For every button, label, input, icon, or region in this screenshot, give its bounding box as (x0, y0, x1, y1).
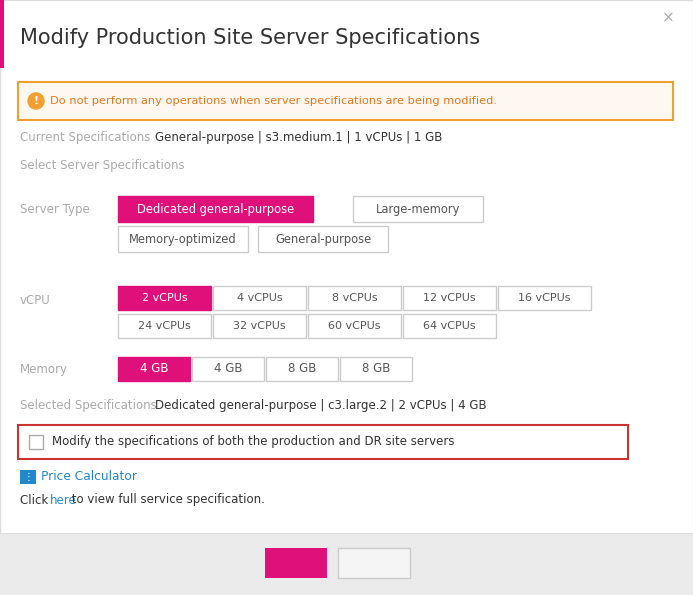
Text: to view full service specification.: to view full service specification. (68, 493, 265, 506)
Text: 4 GB: 4 GB (140, 362, 168, 375)
Text: 12 vCPUs: 12 vCPUs (423, 293, 476, 303)
Bar (118, 357, 190, 381)
Bar (0, 0, 4, 68)
Text: Current Specifications: Current Specifications (20, 131, 150, 145)
Text: Price Calculator: Price Calculator (41, 471, 137, 484)
Text: Large-memory: Large-memory (376, 202, 460, 215)
Text: OK: OK (286, 556, 306, 569)
Bar (29, 435, 43, 449)
Text: General-purpose | s3.medium.1 | 1 vCPUs | 1 GB: General-purpose | s3.medium.1 | 1 vCPUs … (155, 131, 442, 145)
Text: Dedicated general-purpose: Dedicated general-purpose (137, 202, 294, 215)
Text: Memory: Memory (20, 364, 68, 377)
Bar (0, 533, 693, 534)
Text: ×: × (662, 11, 674, 26)
Text: Select Server Specifications: Select Server Specifications (20, 158, 184, 171)
Bar (308, 286, 401, 310)
Bar (20, 470, 36, 484)
Bar (118, 196, 313, 222)
Bar (213, 314, 306, 338)
Text: 64 vCPUs: 64 vCPUs (423, 321, 476, 331)
Bar (213, 286, 306, 310)
Bar (308, 314, 401, 338)
Text: here: here (50, 493, 77, 506)
Bar (353, 196, 483, 222)
Bar (338, 548, 410, 578)
Text: !: ! (33, 96, 39, 106)
Text: 8 vCPUs: 8 vCPUs (332, 293, 377, 303)
Bar (118, 226, 248, 252)
Text: Modify the specifications of both the production and DR site servers: Modify the specifications of both the pr… (52, 436, 455, 449)
Text: 4 vCPUs: 4 vCPUs (237, 293, 282, 303)
Text: Dedicated general-purpose | c3.large.2 | 2 vCPUs | 4 GB: Dedicated general-purpose | c3.large.2 |… (155, 399, 486, 412)
Bar (192, 357, 264, 381)
Text: 8 GB: 8 GB (362, 362, 390, 375)
Bar (340, 357, 412, 381)
Text: Server Type: Server Type (20, 203, 90, 217)
Text: Cancel: Cancel (351, 556, 396, 569)
Circle shape (28, 93, 44, 109)
Text: 4 GB: 4 GB (213, 362, 243, 375)
Bar (18, 425, 628, 459)
Text: 32 vCPUs: 32 vCPUs (233, 321, 286, 331)
Text: General-purpose: General-purpose (275, 233, 371, 246)
Text: Click: Click (20, 493, 52, 506)
Text: 8 GB: 8 GB (288, 362, 316, 375)
Bar (118, 314, 211, 338)
Bar (265, 548, 327, 578)
Bar (266, 357, 338, 381)
Bar (0, 533, 693, 595)
Text: 2 vCPUs: 2 vCPUs (141, 293, 187, 303)
Text: ⋮: ⋮ (23, 472, 33, 482)
Bar (498, 286, 591, 310)
Text: Do not perform any operations when server specifications are being modified.: Do not perform any operations when serve… (50, 96, 497, 106)
Text: 24 vCPUs: 24 vCPUs (138, 321, 191, 331)
Text: Modify Production Site Server Specifications: Modify Production Site Server Specificat… (20, 28, 480, 48)
Bar (118, 286, 211, 310)
Bar (258, 226, 388, 252)
Bar (403, 314, 496, 338)
Text: 16 vCPUs: 16 vCPUs (518, 293, 571, 303)
Bar (403, 286, 496, 310)
Text: Memory-optimized: Memory-optimized (129, 233, 237, 246)
Text: Selected Specifications: Selected Specifications (20, 399, 157, 412)
Bar (18, 82, 673, 120)
Text: 60 vCPUs: 60 vCPUs (328, 321, 380, 331)
Text: vCPU: vCPU (20, 293, 51, 306)
